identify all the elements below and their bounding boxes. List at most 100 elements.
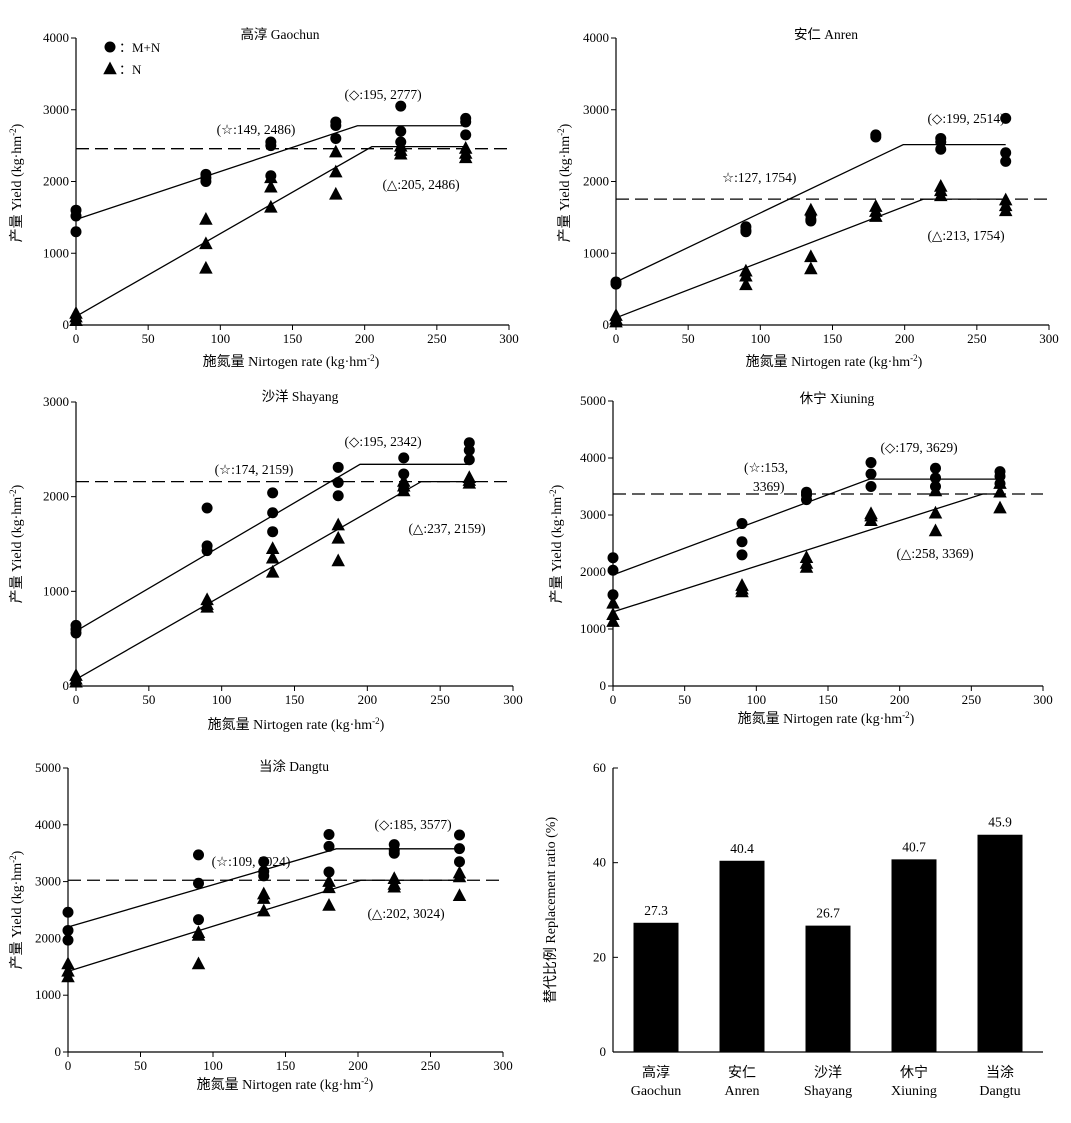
x-axis-label-tail: ) <box>910 712 915 727</box>
x-tick-label: 100 <box>203 1058 223 1073</box>
y-axis-label-main: 产量 Yield (kg·hm <box>549 497 565 604</box>
point-mn <box>62 906 74 918</box>
point-mn <box>463 444 475 456</box>
y-tick-label: 0 <box>63 678 70 693</box>
y-tick-label: 60 <box>593 760 606 775</box>
x-axis-label: 施氮量 Nirtogen rate (kg·hm-2) <box>197 1076 374 1093</box>
y-axis-label-tail: ) <box>10 123 25 128</box>
x-tick-label: 100 <box>211 331 231 346</box>
annotation-label: (△:258, 3369) <box>896 546 973 561</box>
annotation-label: (◇:185, 3577) <box>374 817 451 832</box>
y-tick-label: 3000 <box>43 102 69 117</box>
panel-title: 安仁 Anren <box>794 27 858 42</box>
x-tick-label: 200 <box>358 692 378 707</box>
point-n <box>452 888 467 902</box>
panel-title: 当涂 Dangtu <box>259 759 329 774</box>
point-mn <box>607 564 619 576</box>
x-tick-label: 200 <box>890 692 910 707</box>
y-axis-label-main: 产量 Yield (kg·hm <box>9 863 25 970</box>
x-axis-label: 施氮量 Nirtogen rate (kg·hm-2) <box>208 716 385 733</box>
category-label-zh: 当涂 <box>986 1065 1014 1081</box>
point-n <box>804 202 818 216</box>
point-mn <box>62 934 74 946</box>
fit-line-mn <box>75 463 470 632</box>
point-n <box>998 203 1013 217</box>
annotation-label: (△:237, 2159) <box>408 521 485 536</box>
point-mn <box>398 468 410 480</box>
x-tick-label: 50 <box>142 331 155 346</box>
x-tick-label: 250 <box>427 331 447 346</box>
point-mn <box>607 589 619 601</box>
point-mn <box>398 452 410 464</box>
point-n <box>265 541 280 554</box>
bar-xiuning <box>891 859 937 1052</box>
point-mn <box>201 502 213 514</box>
point-mn <box>463 454 475 466</box>
point-mn <box>70 627 82 639</box>
legend-label: ：M+N <box>119 40 161 55</box>
point-n <box>322 897 336 911</box>
fit-line-mn <box>615 143 1006 283</box>
y-axis-label: 产量 Yield (kg·hm-2) <box>8 850 25 969</box>
point-n <box>606 595 620 609</box>
point-n <box>993 476 1007 489</box>
annotation-label: ☆:127, 1754) <box>722 170 796 185</box>
bar-gaochun <box>633 922 679 1052</box>
y-axis-label-sup: -2 <box>548 489 558 497</box>
point-mn <box>460 116 472 128</box>
y-tick-label: 3000 <box>580 507 606 522</box>
annotation-label: (☆:153, <box>744 460 788 475</box>
y-tick-label: 1000 <box>35 987 61 1002</box>
point-n <box>322 880 336 894</box>
category-label-en: Dangtu <box>979 1084 1020 1099</box>
point-n <box>458 150 473 164</box>
point-mn <box>323 840 335 852</box>
point-n <box>864 513 878 526</box>
annotation-label: (△:213, 1754) <box>927 228 1004 243</box>
category-label-en: Xiuning <box>891 1084 937 1099</box>
point-n <box>331 530 345 544</box>
point-n <box>191 928 206 941</box>
point-mn <box>1000 112 1012 124</box>
x-tick-label: 0 <box>73 331 80 346</box>
point-n <box>199 212 213 225</box>
point-mn <box>607 552 619 564</box>
point-mn <box>332 476 344 488</box>
point-mn <box>201 545 213 557</box>
x-axis-label-main: 施氮量 Nirtogen rate (kg·hm <box>746 354 911 370</box>
point-mn <box>193 914 204 926</box>
category-label-en: Shayang <box>804 1084 852 1099</box>
point-mn <box>258 870 270 882</box>
point-mn <box>930 462 941 474</box>
annotation-label: (☆:149, 2486) <box>217 122 296 137</box>
y-tick-label: 4000 <box>583 30 609 45</box>
y-tick-label: 4000 <box>580 450 606 465</box>
point-mn <box>454 843 465 855</box>
x-tick-label: 250 <box>967 331 987 346</box>
point-mn <box>323 828 335 840</box>
y-axis-label-sup: -2 <box>8 855 18 863</box>
point-mn <box>70 226 82 238</box>
point-mn <box>332 490 344 502</box>
point-mn <box>330 120 342 132</box>
point-n <box>993 500 1007 514</box>
point-n <box>387 879 401 893</box>
point-mn <box>740 226 752 238</box>
x-axis-label-tail: ) <box>918 355 923 370</box>
x-tick-label: 200 <box>895 331 915 346</box>
point-mn <box>265 140 277 152</box>
bar-anren <box>719 860 765 1052</box>
x-tick-label: 50 <box>134 1058 147 1073</box>
category-label-zh: 高淳 <box>642 1064 670 1081</box>
bar-value-label: 40.7 <box>902 839 926 854</box>
x-tick-label: 300 <box>493 1058 513 1073</box>
point-mn <box>70 210 82 222</box>
y-tick-label: 0 <box>63 317 70 332</box>
legend-triangle-marker <box>103 61 117 75</box>
y-tick-label: 1000 <box>583 245 609 260</box>
point-n <box>739 277 753 291</box>
y-tick-label: 3000 <box>43 394 69 409</box>
point-n <box>331 517 345 531</box>
y-tick-label: 3000 <box>583 102 609 117</box>
